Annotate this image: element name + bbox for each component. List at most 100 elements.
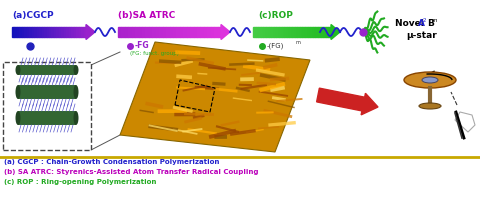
Bar [59,27,61,37]
Bar [261,27,264,37]
Ellipse shape [73,65,79,75]
Ellipse shape [419,103,441,109]
Polygon shape [455,112,475,132]
Bar [253,27,255,37]
Bar [64,27,66,37]
Bar [169,27,173,37]
Bar [135,27,139,37]
Bar [84,27,86,37]
Text: (b)SA ATRC: (b)SA ATRC [118,11,175,20]
Bar [81,27,84,37]
Ellipse shape [15,111,21,125]
Bar [19,27,22,37]
Text: (FG: funct. group): (FG: funct. group) [130,51,179,56]
Bar [276,27,279,37]
Text: A: A [418,20,425,28]
Bar [176,27,180,37]
Text: μ-star: μ-star [406,31,437,40]
Bar [328,27,331,37]
Bar [297,27,300,37]
Bar [42,27,44,37]
Text: m: m [432,19,437,23]
Bar [73,27,76,37]
Bar [156,27,159,37]
Text: 2: 2 [423,19,427,23]
Bar [318,27,321,37]
Bar [29,27,32,37]
Bar [145,27,149,37]
Bar [211,27,214,37]
Bar [47,27,49,37]
Ellipse shape [73,111,79,125]
Bar [321,27,323,37]
Text: Novel: Novel [395,20,427,28]
Bar [193,27,197,37]
Bar [315,27,318,37]
Bar [264,27,266,37]
Bar [300,27,302,37]
Ellipse shape [73,85,79,99]
Bar [313,27,315,37]
Bar [76,27,79,37]
Bar [121,27,125,37]
Bar [54,27,57,37]
Ellipse shape [404,72,456,88]
Polygon shape [86,24,95,40]
Text: B: B [427,20,434,28]
Bar [217,27,221,37]
Bar [323,27,326,37]
Bar [274,27,276,37]
Bar [187,27,190,37]
Bar [139,27,142,37]
Bar [12,27,14,37]
Bar [71,27,73,37]
Bar [282,27,284,37]
Bar [118,27,121,37]
Text: (a) CGCP : Chain-Growth Condensation Polymerization: (a) CGCP : Chain-Growth Condensation Pol… [4,159,219,165]
Bar [36,27,39,37]
Bar [66,27,69,37]
Ellipse shape [422,77,438,83]
Text: m: m [296,40,301,46]
Bar [128,27,132,37]
Bar [159,27,163,37]
Text: -FG: -FG [135,42,150,50]
Text: -(FG): -(FG) [267,43,284,49]
Bar [310,27,313,37]
Bar [269,27,271,37]
Bar [279,27,282,37]
Bar [292,27,295,37]
Bar [152,27,156,37]
Bar [51,27,54,37]
Bar [183,27,187,37]
Bar [287,27,289,37]
Bar [18,85,76,99]
Bar [180,27,183,37]
Bar [197,27,201,37]
Bar [44,27,47,37]
Bar [18,111,76,125]
Bar [79,27,81,37]
Text: (c) ROP : Ring-opening Polymerization: (c) ROP : Ring-opening Polymerization [4,179,156,185]
Bar [69,27,71,37]
Bar [289,27,292,37]
Bar [27,27,29,37]
Bar [305,27,308,37]
Bar [32,27,34,37]
Bar [214,27,217,37]
Bar [132,27,135,37]
Bar [142,27,145,37]
Bar [34,27,36,37]
Ellipse shape [15,85,21,99]
Bar [204,27,207,37]
Bar [284,27,287,37]
Bar [149,27,152,37]
Bar [166,27,169,37]
Bar [207,27,211,37]
Bar [271,27,274,37]
Bar [14,27,17,37]
Bar [266,27,269,37]
Bar [24,27,27,37]
Bar [61,27,64,37]
Bar [190,27,193,37]
